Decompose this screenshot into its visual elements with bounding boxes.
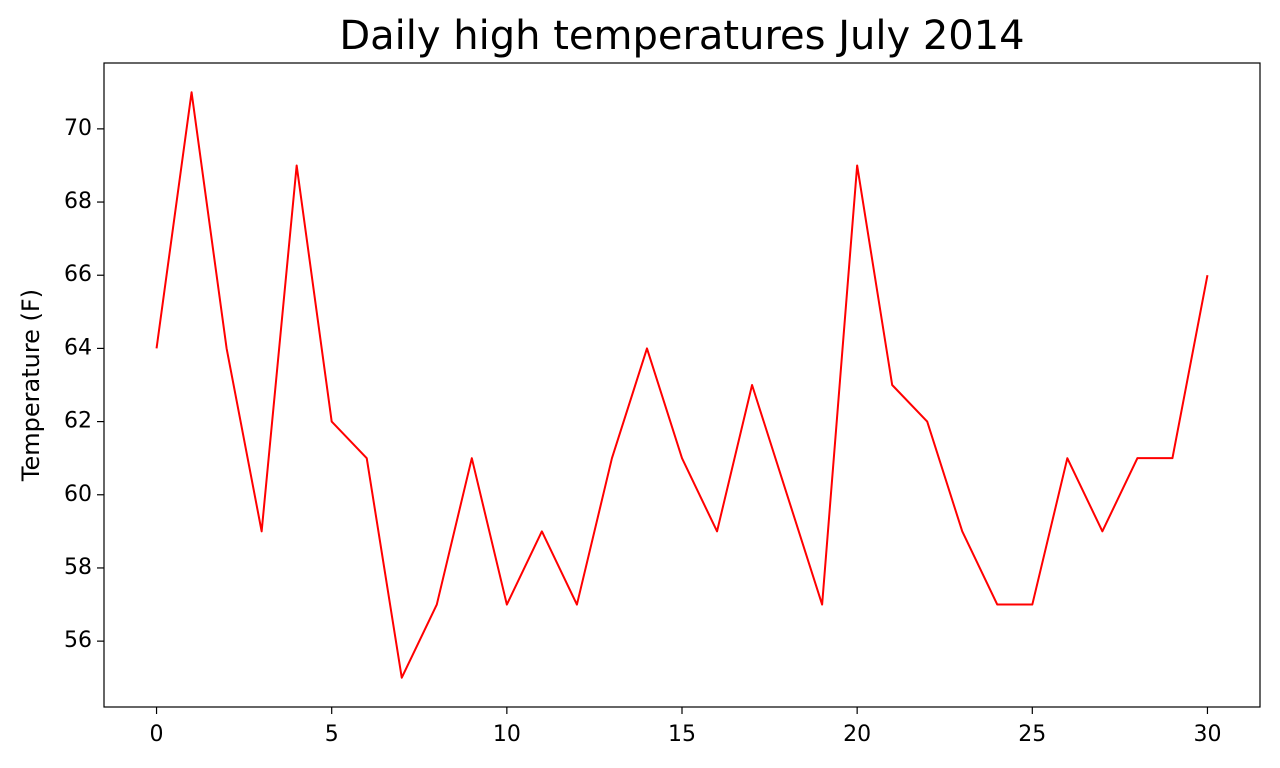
y-axis-label: Temperature (F)	[17, 289, 45, 482]
x-tick-label: 0	[150, 722, 164, 747]
x-tick-label: 15	[668, 722, 696, 747]
x-tick-label: 25	[1018, 722, 1046, 747]
chart-title: Daily high temperatures July 2014	[339, 13, 1024, 59]
data-line	[155, 91, 1209, 679]
y-tick-label: 58	[64, 555, 92, 580]
plot-frame	[103, 62, 1261, 708]
y-tick-label: 56	[64, 628, 92, 653]
x-tick-label: 20	[843, 722, 871, 747]
y-tick-label: 68	[64, 189, 92, 214]
x-tick-label: 5	[325, 722, 339, 747]
y-tick-label: 64	[64, 335, 92, 360]
x-tick-label: 30	[1193, 722, 1221, 747]
x-tick-label: 10	[493, 722, 521, 747]
y-tick-label: 66	[64, 262, 92, 287]
y-tick-label: 70	[64, 116, 92, 141]
y-tick-label: 62	[64, 409, 92, 434]
y-tick-label: 60	[64, 482, 92, 507]
